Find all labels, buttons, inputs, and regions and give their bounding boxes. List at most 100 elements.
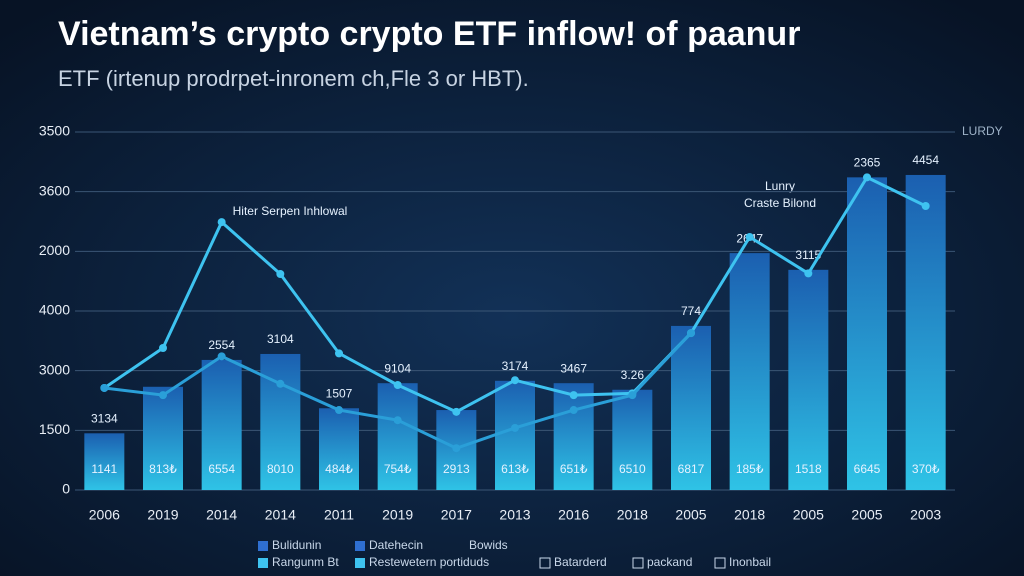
line-point — [511, 376, 519, 385]
x-tick-label: 2005 — [851, 507, 882, 523]
y-tick-label: 1500 — [39, 421, 70, 437]
legend-swatch — [355, 541, 365, 551]
line-point — [276, 270, 285, 279]
bar — [671, 325, 711, 490]
bar-text: 651₺ — [560, 462, 588, 476]
bar-text: 1518 — [795, 462, 822, 476]
top-label: 3134 — [91, 411, 118, 425]
line-point — [804, 269, 813, 278]
line-point — [863, 173, 871, 182]
y-tick-label: 3000 — [39, 361, 70, 377]
line-point — [100, 383, 109, 392]
bar — [143, 386, 183, 490]
y-tick-label: 0 — [62, 481, 70, 497]
line-point — [511, 423, 519, 432]
legend-swatch — [355, 558, 365, 568]
bar — [905, 174, 946, 490]
bar — [788, 269, 829, 490]
legend-label: Batarderd — [554, 555, 607, 569]
legend-swatch — [258, 558, 268, 568]
top-label: 4454 — [912, 153, 939, 167]
line-point — [335, 349, 343, 358]
top-label: 3467 — [560, 361, 587, 375]
bar — [201, 359, 242, 490]
x-tick-label: 2014 — [206, 507, 237, 523]
legend-swatch — [258, 541, 268, 551]
top-label: 3174 — [502, 359, 529, 373]
legend-label: Datehecin — [369, 538, 423, 552]
line-point — [452, 407, 461, 416]
legend-label: Restewetern portiduds — [369, 555, 489, 569]
line-point — [276, 379, 285, 388]
bar — [553, 383, 594, 490]
line-point — [628, 391, 637, 400]
bar-text: 185₺ — [736, 462, 764, 476]
bar-text: 6645 — [854, 462, 881, 476]
line-point — [569, 406, 578, 415]
bar-text: 754₺ — [384, 462, 412, 476]
line-point — [393, 416, 402, 425]
x-tick-label: 2019 — [382, 507, 413, 523]
bar-text: 6510 — [619, 462, 646, 476]
line-point — [393, 380, 402, 389]
line-point — [217, 352, 226, 361]
x-tick-label: 2014 — [265, 507, 296, 523]
x-tick-label: 2019 — [147, 507, 178, 523]
chart-title: Vietnam’s crypto crypto ETF inflow! of p… — [58, 15, 800, 53]
bar-text: 6554 — [208, 462, 235, 476]
line-point — [452, 444, 461, 453]
annotation: Hiter Serpen Inhlowal — [233, 204, 348, 218]
line-point — [745, 233, 754, 242]
bar — [847, 177, 887, 490]
y-tick-label: 3600 — [39, 182, 70, 198]
x-tick-label: 2003 — [910, 507, 941, 523]
line-point — [335, 406, 343, 415]
x-tick-label: 2011 — [324, 507, 354, 523]
line-point — [159, 343, 167, 352]
line-point — [217, 218, 226, 227]
bar-text: 1141 — [91, 462, 117, 476]
x-tick-label: 2005 — [675, 507, 706, 523]
line-point — [921, 201, 930, 210]
top-label: 2365 — [854, 156, 881, 170]
legend-label: Inonbail — [729, 555, 771, 569]
top-label: 3104 — [267, 332, 294, 346]
legend-swatch — [714, 557, 726, 569]
bar — [377, 383, 418, 490]
bar — [319, 408, 359, 490]
top-label: 9104 — [384, 361, 411, 375]
legend-label: Bulidunin — [272, 538, 321, 552]
bar-text: 370₺ — [912, 462, 940, 476]
top-label: 774 — [681, 304, 701, 318]
y-tick-label: 4000 — [39, 302, 70, 318]
bar-text: 813₺ — [149, 462, 177, 476]
y-tick-label: 2000 — [39, 242, 70, 258]
legend-label: Bowids — [469, 538, 508, 552]
x-tick-label: 2018 — [617, 507, 648, 523]
bar — [729, 253, 770, 490]
chart-subtitle: ETF (irtenup prodrpet-inronem ch,Fle 3 o… — [58, 66, 529, 91]
bar — [84, 433, 125, 490]
y-tick-label: 3500 — [39, 123, 70, 139]
right-label: LURDY — [962, 124, 1003, 138]
bar-text: 6817 — [678, 462, 705, 476]
legend-label: Rangunm Bt — [272, 555, 339, 569]
x-tick-label: 2013 — [499, 507, 530, 523]
bar-text: 8010 — [267, 462, 294, 476]
line-point — [159, 391, 167, 400]
legend-swatch — [539, 557, 551, 569]
annotation: Craste Bilond — [744, 196, 816, 210]
legend-label: packand — [647, 555, 692, 569]
bar-text: 484₺ — [325, 462, 353, 476]
x-tick-label: 2005 — [793, 507, 824, 523]
top-label: 3.26 — [621, 368, 645, 382]
bar-text: 613₺ — [501, 462, 529, 476]
line-point — [569, 391, 578, 400]
x-tick-label: 2018 — [734, 507, 765, 523]
legend-swatch — [632, 557, 644, 569]
x-tick-label: 2017 — [441, 507, 472, 523]
bar — [612, 389, 653, 490]
line-point — [687, 329, 695, 338]
